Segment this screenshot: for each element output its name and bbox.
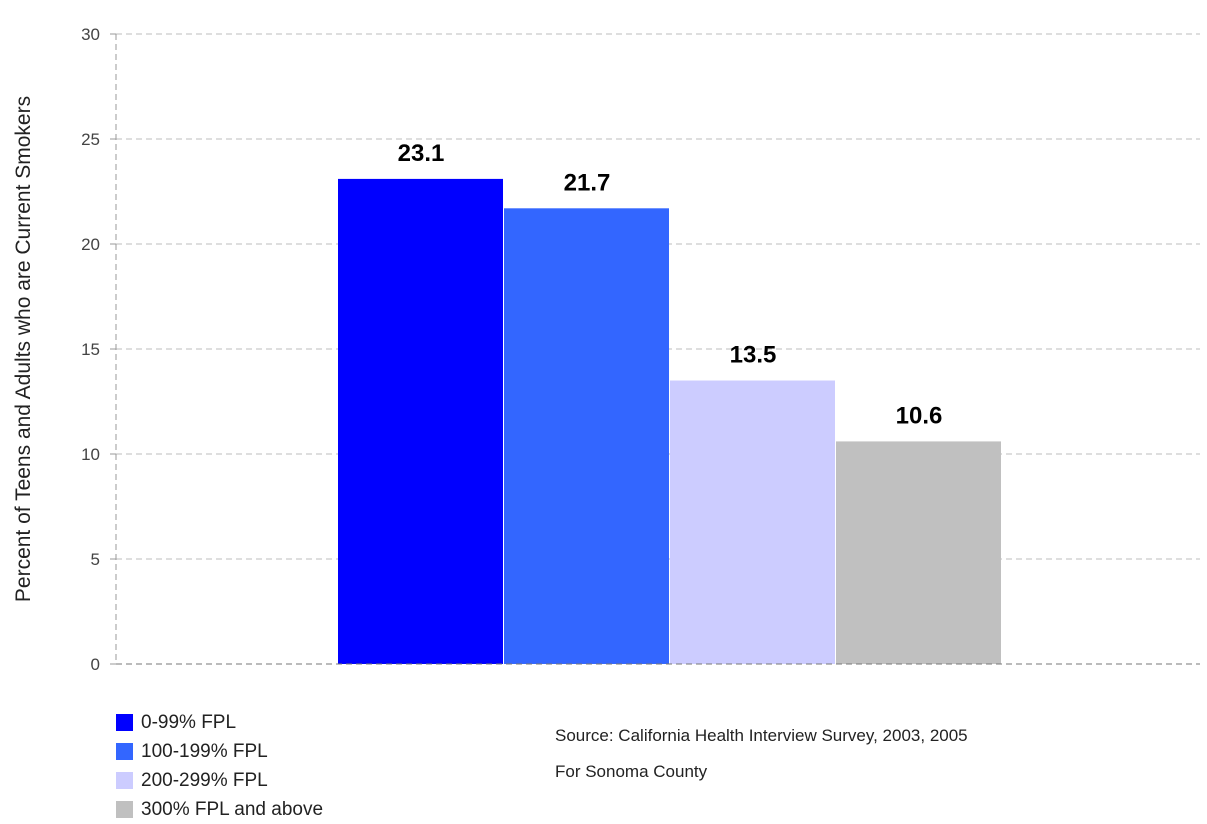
y-tick-label: 5 <box>91 550 100 569</box>
legend-swatch <box>116 772 133 789</box>
bar <box>836 441 1001 664</box>
bar <box>338 178 503 664</box>
legend-item: 0-99% FPL <box>116 708 323 737</box>
y-tick-label: 0 <box>91 655 100 674</box>
legend: 0-99% FPL 100-199% FPL 200-299% FPL 300%… <box>116 708 323 824</box>
legend-label: 0-99% FPL <box>141 711 237 733</box>
bar <box>670 380 835 664</box>
y-tick-label: 20 <box>81 235 100 254</box>
legend-item: 300% FPL and above <box>116 795 323 824</box>
data-label: 13.5 <box>730 342 777 369</box>
data-label: 10.6 <box>896 402 943 429</box>
source-note: Source: California Health Interview Surv… <box>555 718 968 790</box>
legend-label: 200-299% FPL <box>141 769 268 791</box>
source-text: Source: California Health Interview Surv… <box>555 726 968 745</box>
legend-item: 200-299% FPL <box>116 766 323 795</box>
bar <box>504 208 669 665</box>
y-tick-label: 15 <box>81 340 100 359</box>
legend-swatch <box>116 714 133 731</box>
legend-swatch <box>116 801 133 818</box>
legend-item: 100-199% FPL <box>116 737 323 766</box>
legend-swatch <box>116 743 133 760</box>
county-text: For Sonoma County <box>555 762 708 781</box>
data-labels: 23.1 21.7 13.5 10.6 <box>398 140 943 430</box>
data-label: 23.1 <box>398 140 445 167</box>
y-axis-ticks: 0 5 10 15 20 25 30 <box>81 25 116 674</box>
y-axis-label: Percent of Teens and Adults who are Curr… <box>12 96 35 602</box>
bars <box>338 178 1001 665</box>
legend-label: 100-199% FPL <box>141 740 268 762</box>
y-tick-label: 30 <box>81 25 100 44</box>
y-tick-label: 25 <box>81 130 100 149</box>
y-tick-label: 10 <box>81 445 100 464</box>
data-label: 21.7 <box>564 169 611 196</box>
legend-label: 300% FPL and above <box>141 798 324 820</box>
bar-chart: 0 5 10 15 20 25 30 Percent of Teens and Adults… <box>12 25 1200 674</box>
